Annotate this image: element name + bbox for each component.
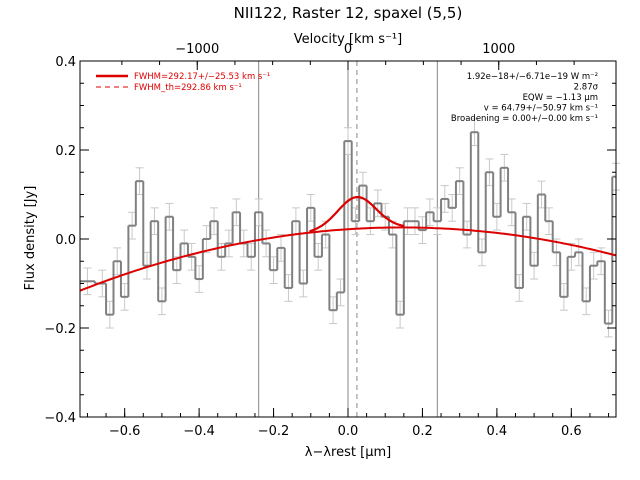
x-tick-label: 0.2: [412, 424, 433, 439]
y-tick-label: 0.4: [55, 55, 76, 70]
y-tick-label: 0.0: [55, 233, 76, 248]
fit-annotation: 2.87σ: [574, 83, 599, 93]
x-tick-label: 0.6: [561, 424, 582, 439]
legend-label: FWHM_th=292.86 km s⁻¹: [134, 83, 242, 93]
spectrum-series: [80, 131, 616, 325]
top-tick-label: 0: [344, 42, 352, 57]
y-tick-label: −0.2: [44, 322, 76, 337]
fit-series: [79, 196, 617, 292]
legend-label: FWHM=292.17+/−25.53 km s⁻¹: [134, 72, 270, 82]
x-axis-label: λ−λrest [μm]: [305, 445, 391, 460]
x-tick-label: 0.0: [338, 424, 359, 439]
top-tick-label: −1000: [175, 42, 219, 57]
continuum-fit-line: [79, 226, 617, 292]
y-tick-label: 0.2: [55, 144, 76, 159]
fit-annotation: Broadening = 0.00+/−0.00 km s⁻¹: [451, 114, 598, 124]
fit-annotation: 1.92e−18+/−6.71e−19 W m⁻²: [467, 72, 598, 82]
y-tick-label: −0.4: [44, 411, 76, 426]
chart-title: NII122, Raster 12, spaxel (5,5): [234, 4, 463, 22]
gaussian-fit-line: [309, 196, 405, 233]
x-tick-label: 0.4: [487, 424, 508, 439]
axes: −0.6 −0.4 −0.2 0.0 0.2 0.4 0.6 −0.4 −0.2 0.0 0.2 0.…: [44, 42, 617, 439]
legend: FWHM=292.17+/−25.53 km s⁻¹FWHM_th=292.86…: [96, 72, 270, 93]
top-tick-label: 1000: [482, 42, 515, 57]
x-tick-label: −0.2: [258, 424, 290, 439]
x-tick-label: −0.4: [183, 424, 215, 439]
top-axis-label: Velocity [km s⁻¹]: [294, 32, 402, 47]
x-tick-label: −0.6: [109, 424, 141, 439]
fit-annotation: v = 64.79+/−50.97 km s⁻¹: [484, 104, 598, 114]
fit-annotation: EQW = −1.13 μm: [523, 93, 598, 103]
reference-lines: [258, 61, 438, 417]
y-axis-label: Flux density [Jy]: [23, 186, 38, 291]
